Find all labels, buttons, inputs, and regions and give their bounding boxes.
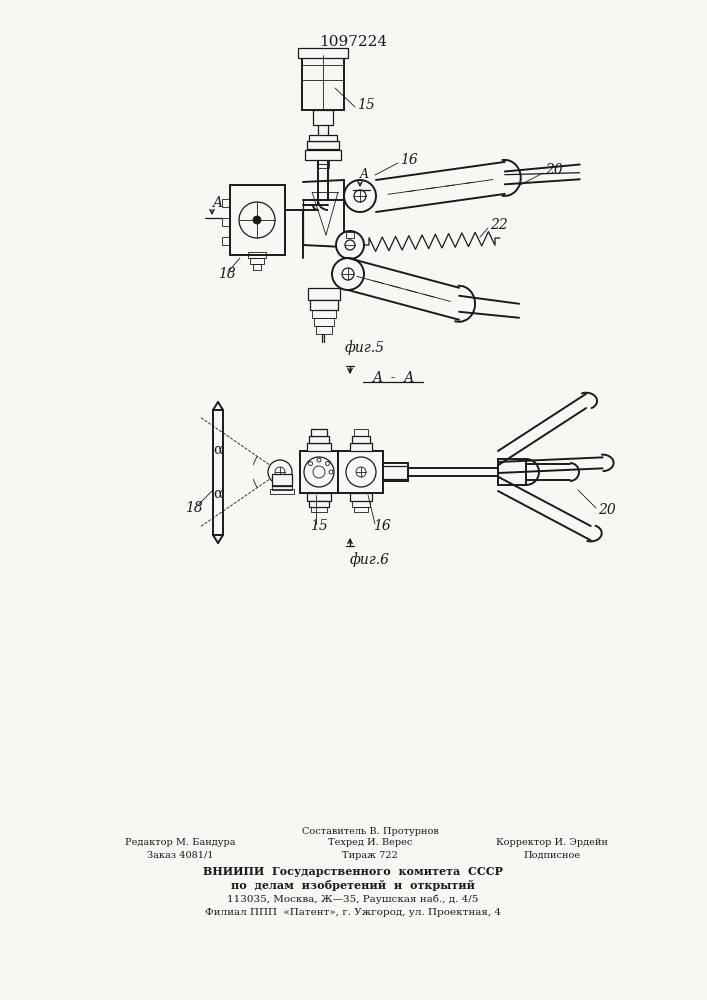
Text: 22: 22 <box>490 218 508 232</box>
Bar <box>298 48 348 58</box>
Bar <box>250 258 264 264</box>
Bar <box>352 501 370 507</box>
Text: 16: 16 <box>373 519 391 533</box>
Text: 18: 18 <box>218 267 235 281</box>
Text: 113035, Москва, Ж—35, Раушская наб., д. 4/5: 113035, Москва, Ж—35, Раушская наб., д. … <box>228 894 479 904</box>
Bar <box>222 237 230 245</box>
Bar <box>317 164 329 168</box>
Bar <box>309 436 329 443</box>
Bar <box>253 264 261 270</box>
Text: 20: 20 <box>545 163 563 177</box>
Text: Филиал ППП  «Патент», г. Ужгород, ул. Проектная, 4: Филиал ППП «Патент», г. Ужгород, ул. Про… <box>205 908 501 917</box>
Text: A  -  A: A - A <box>372 371 414 385</box>
Text: Редактор М. Бандура: Редактор М. Бандура <box>124 838 235 847</box>
Text: 1097224: 1097224 <box>319 35 387 49</box>
Bar <box>307 493 331 501</box>
Circle shape <box>239 202 275 238</box>
Circle shape <box>253 216 261 224</box>
Bar <box>272 474 292 486</box>
Text: 20: 20 <box>598 503 616 517</box>
Text: α: α <box>214 487 223 501</box>
Bar <box>307 141 339 149</box>
Bar <box>350 443 372 451</box>
Bar <box>316 326 332 334</box>
Bar <box>498 459 526 485</box>
Bar <box>354 429 368 436</box>
Bar <box>272 485 292 490</box>
Bar <box>311 429 327 436</box>
Text: Заказ 4081/1: Заказ 4081/1 <box>147 851 214 860</box>
Text: Составитель В. Протурнов: Составитель В. Протурнов <box>302 827 438 836</box>
Circle shape <box>346 457 376 487</box>
Circle shape <box>268 460 292 484</box>
Text: A: A <box>360 168 369 182</box>
Text: по  делам  изобретений  и  открытий: по делам изобретений и открытий <box>231 880 475 891</box>
Bar <box>312 310 336 318</box>
Bar <box>305 150 341 160</box>
Bar <box>314 318 334 326</box>
Circle shape <box>336 231 364 259</box>
Circle shape <box>275 467 285 477</box>
Text: Тираж 722: Тираж 722 <box>342 851 398 860</box>
Text: 15: 15 <box>357 98 375 112</box>
Bar <box>230 185 285 255</box>
Bar <box>270 489 294 494</box>
Bar <box>309 135 337 141</box>
Bar <box>338 451 383 493</box>
Circle shape <box>356 467 366 477</box>
Circle shape <box>344 180 376 212</box>
Circle shape <box>354 190 366 202</box>
Bar <box>346 232 354 238</box>
Bar <box>354 507 368 512</box>
Text: 18: 18 <box>185 501 203 515</box>
Bar <box>307 443 331 451</box>
Text: Подписное: Подписное <box>523 851 580 860</box>
Bar <box>222 218 230 226</box>
Bar <box>308 288 340 300</box>
Bar <box>311 507 327 512</box>
Text: A: A <box>212 196 222 210</box>
Text: ВНИИПИ  Государственного  комитета  СССР: ВНИИПИ Государственного комитета СССР <box>203 866 503 877</box>
Bar <box>213 410 223 535</box>
Text: 15: 15 <box>310 519 328 533</box>
Circle shape <box>332 258 364 290</box>
Bar <box>309 501 329 507</box>
Bar <box>383 463 408 481</box>
Bar <box>300 451 338 493</box>
Bar <box>313 110 333 125</box>
Circle shape <box>313 466 325 478</box>
Circle shape <box>342 268 354 280</box>
Bar <box>350 493 372 501</box>
Bar <box>317 160 329 164</box>
Bar <box>248 252 266 258</box>
Circle shape <box>304 457 334 487</box>
Text: α: α <box>214 443 223 457</box>
Text: фиг.6: фиг.6 <box>350 553 390 567</box>
Bar <box>310 300 338 310</box>
Text: 16: 16 <box>400 153 418 167</box>
Bar <box>222 199 230 207</box>
Bar <box>302 55 344 110</box>
Circle shape <box>345 240 355 250</box>
Text: фиг.5: фиг.5 <box>345 341 385 355</box>
Text: Корректор И. Эрдейн: Корректор И. Эрдейн <box>496 838 608 847</box>
Text: Техред И. Верес: Техред И. Верес <box>328 838 412 847</box>
Bar <box>352 436 370 443</box>
